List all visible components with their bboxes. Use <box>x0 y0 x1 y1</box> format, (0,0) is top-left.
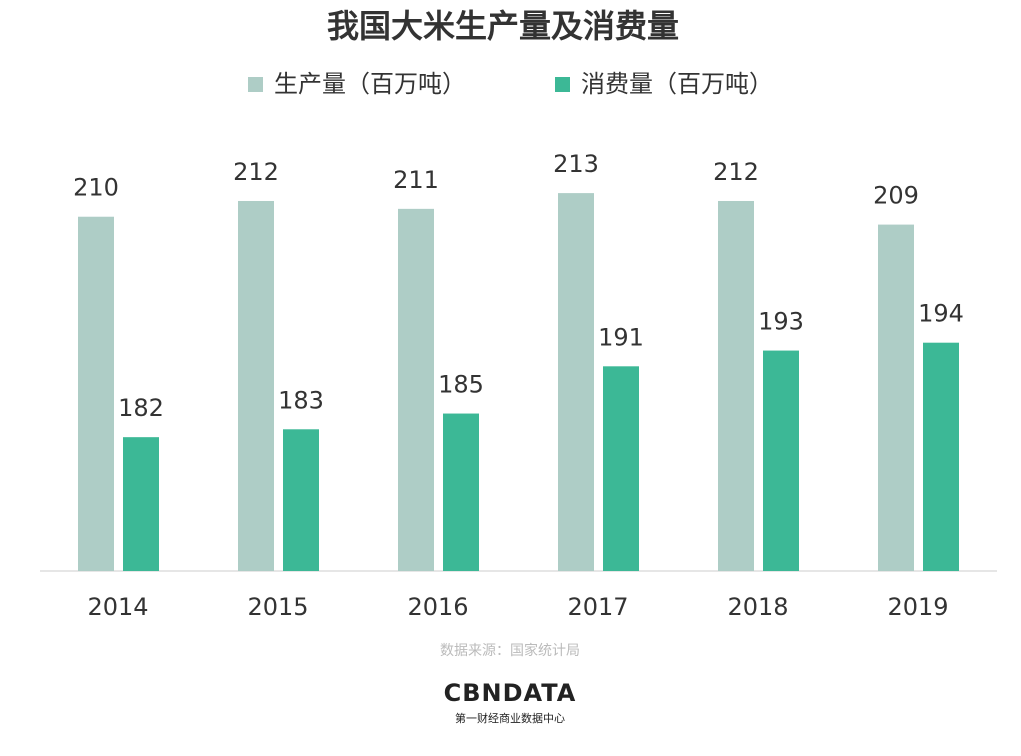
value-label: 209 <box>873 182 919 210</box>
bar <box>398 208 434 571</box>
value-label: 212 <box>233 158 279 186</box>
value-label: 193 <box>758 308 804 336</box>
x-tick-label: 2014 <box>87 593 148 621</box>
bar <box>763 350 799 571</box>
x-tick-label: 2016 <box>407 593 468 621</box>
bar <box>878 224 914 571</box>
logo-tagline: 第一财经商业数据中心 <box>455 711 565 725</box>
value-label: 213 <box>553 150 599 178</box>
bar <box>603 366 639 571</box>
value-label: 182 <box>118 394 164 422</box>
value-label: 211 <box>393 166 439 194</box>
bar <box>923 342 959 571</box>
source: 数据来源：国家统计局 <box>440 642 580 659</box>
value-label: 185 <box>438 371 484 399</box>
chart-title: 我国大米生产量及消费量 <box>327 7 679 45</box>
value-label: 191 <box>598 323 644 351</box>
bar <box>558 193 594 572</box>
value-label: 183 <box>278 386 324 414</box>
legend-swatch <box>555 77 570 92</box>
value-label: 210 <box>73 174 119 202</box>
x-tick-label: 2019 <box>887 593 948 621</box>
bar <box>718 200 754 571</box>
bar <box>238 200 274 571</box>
bar <box>283 429 319 571</box>
legend-swatch <box>248 77 263 92</box>
value-label: 212 <box>713 158 759 186</box>
x-tick-label: 2015 <box>247 593 308 621</box>
x-tick-label: 2017 <box>567 593 628 621</box>
legend-label: 消费量（百万吨） <box>581 70 773 98</box>
legend-label: 生产量（百万吨） <box>274 70 466 98</box>
x-tick-label: 2018 <box>727 593 788 621</box>
bar <box>123 437 159 571</box>
value-label: 194 <box>918 300 964 328</box>
bar <box>78 216 114 571</box>
logo: CBNDATA <box>444 679 577 707</box>
bar <box>443 413 479 571</box>
